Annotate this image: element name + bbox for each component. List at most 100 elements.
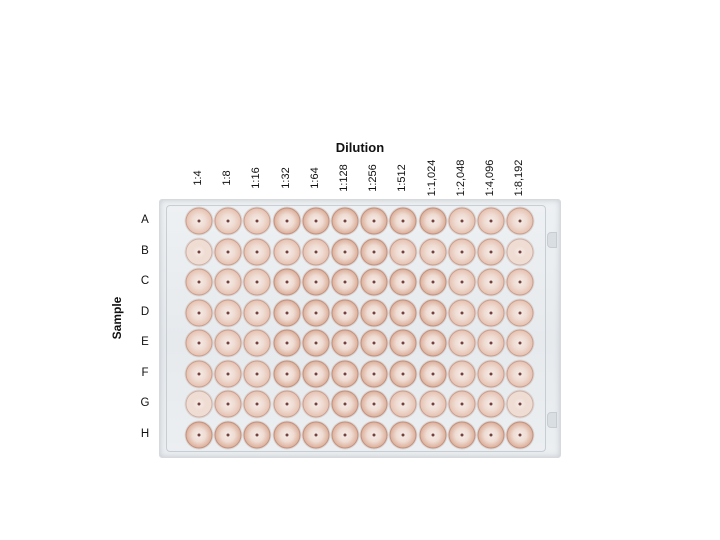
well [448, 207, 476, 235]
well [331, 329, 359, 357]
well [214, 360, 242, 387]
well [506, 299, 534, 326]
well [477, 360, 505, 387]
well [214, 207, 242, 235]
well [302, 268, 330, 296]
well [419, 421, 447, 448]
well [214, 299, 242, 326]
column-label: 1:32 [279, 167, 292, 189]
well [360, 299, 388, 326]
row-label: E [141, 336, 149, 348]
well [331, 238, 359, 265]
well [506, 360, 534, 387]
well [331, 390, 359, 418]
well [419, 207, 447, 235]
column-label: 1:8,192 [513, 159, 526, 197]
well [448, 390, 476, 418]
row-label: B [141, 244, 149, 257]
row-label: A [141, 214, 149, 226]
column-label: 1:1,024 [425, 159, 438, 197]
well [360, 329, 388, 357]
column-label: 1:2,048 [454, 159, 467, 197]
well [389, 299, 417, 326]
well [477, 207, 505, 235]
row-label: F [141, 366, 149, 379]
well [273, 329, 301, 357]
well [214, 390, 242, 418]
well [243, 390, 271, 418]
well [360, 268, 388, 296]
well [360, 207, 388, 235]
column-label: 1:8 [221, 170, 234, 186]
well [185, 268, 213, 296]
well [185, 390, 213, 418]
plate-rim [166, 205, 546, 452]
y-axis-title: Sample [110, 296, 124, 340]
well [302, 299, 330, 326]
well [506, 421, 534, 448]
well [273, 207, 301, 235]
well [273, 238, 301, 265]
column-label: 1:256 [367, 164, 380, 192]
well [243, 207, 271, 235]
well [331, 268, 359, 296]
row-label: H [140, 427, 150, 440]
well [243, 360, 271, 387]
well [389, 238, 417, 265]
well [389, 329, 417, 357]
well [360, 390, 388, 418]
well [477, 390, 505, 418]
plate-notch-bottom [547, 412, 557, 428]
well [214, 238, 242, 265]
well [506, 207, 534, 235]
well [273, 390, 301, 418]
row-label: C [140, 275, 150, 287]
well [243, 329, 271, 357]
well [185, 238, 213, 265]
column-label: 1:512 [396, 164, 409, 192]
row-label: G [140, 397, 150, 409]
well [419, 299, 447, 326]
well [448, 329, 476, 357]
well [506, 390, 534, 418]
column-label: 1:4,096 [484, 159, 496, 197]
column-label: 1:128 [338, 164, 350, 192]
well [302, 238, 330, 265]
well [448, 421, 476, 448]
well [477, 299, 505, 326]
well [273, 268, 301, 296]
column-label: 1:4 [192, 170, 204, 186]
well [185, 207, 213, 235]
well [214, 329, 242, 357]
well [214, 268, 242, 296]
well [360, 360, 388, 387]
well [448, 360, 476, 387]
well [243, 238, 271, 265]
well [419, 390, 447, 418]
well [331, 421, 359, 448]
well [185, 360, 213, 387]
well [389, 360, 417, 387]
well [448, 268, 476, 296]
well [185, 421, 213, 448]
x-axis-title: Dilution [335, 140, 385, 155]
well [419, 238, 447, 265]
well [214, 421, 242, 448]
well [477, 421, 505, 448]
plate-notch-top [547, 232, 557, 248]
column-label: 1:64 [308, 167, 321, 189]
well [185, 299, 213, 326]
well [419, 268, 447, 296]
well [419, 329, 447, 357]
well [302, 207, 330, 235]
well [389, 207, 417, 235]
well [419, 360, 447, 387]
well [331, 360, 359, 387]
well [302, 421, 330, 448]
well [302, 360, 330, 387]
well [302, 329, 330, 357]
well [273, 421, 301, 448]
well [389, 268, 417, 296]
well [360, 421, 388, 448]
